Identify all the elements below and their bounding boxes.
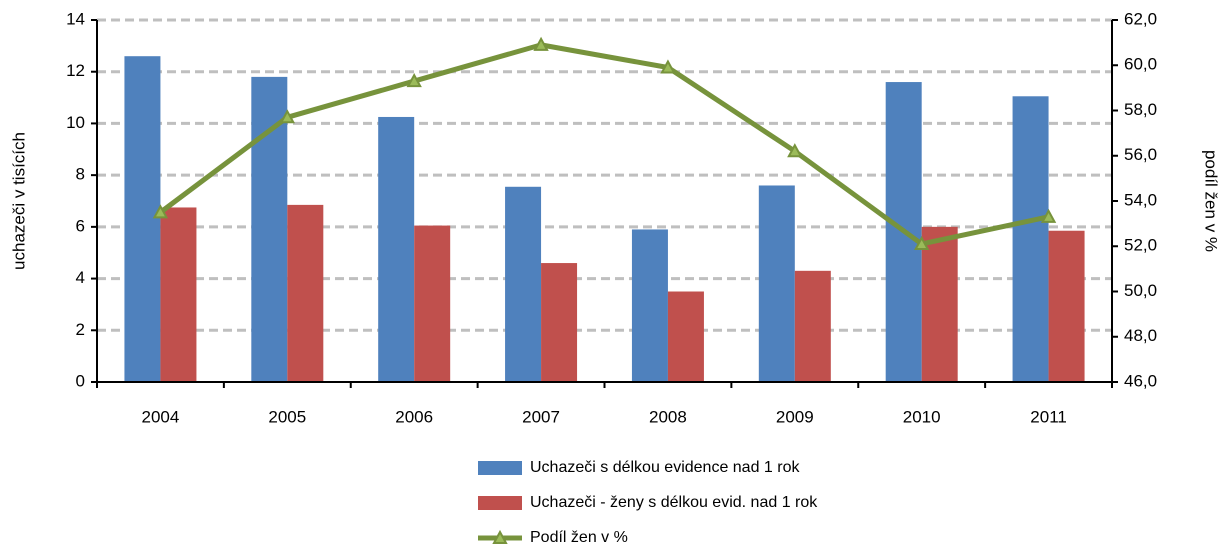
y2-tick-label: 62,0: [1124, 9, 1157, 28]
y2-axis-label: podíl žen v %: [1202, 150, 1221, 252]
bar: [541, 263, 578, 382]
y2-tick-label: 52,0: [1124, 236, 1157, 255]
y-tick-label: 10: [66, 113, 85, 132]
y2-tick-label: 48,0: [1124, 326, 1157, 345]
bar: [758, 185, 795, 382]
y-tick-label: 6: [76, 216, 85, 235]
bar: [667, 291, 704, 382]
legend-marker: [492, 529, 508, 544]
line-marker: [660, 59, 676, 74]
legend-label: Podíl žen v %: [530, 529, 628, 545]
y-tick-label: 8: [76, 165, 85, 184]
y2-tick-label: 60,0: [1124, 55, 1157, 74]
y-tick-label: 0: [76, 371, 85, 390]
legend-swatch: [478, 496, 522, 510]
bar: [794, 270, 831, 382]
line-series: [158, 42, 1050, 247]
bar: [378, 116, 415, 382]
y-tick-label: 2: [76, 320, 85, 339]
x-tick-label: 2010: [903, 407, 941, 426]
bar: [505, 186, 542, 382]
y-axis-label: uchazeči v tisících: [9, 132, 28, 270]
bar: [124, 56, 161, 382]
line-marker: [1040, 208, 1057, 223]
line-marker: [914, 235, 930, 250]
legend-label: Uchazeči - ženy s délkou evid. nad 1 rok: [530, 494, 818, 511]
line-marker: [533, 36, 549, 51]
bar: [414, 225, 451, 382]
bar: [1048, 230, 1085, 382]
bar: [631, 229, 668, 382]
line-marker: [406, 72, 422, 88]
y-tick-label: 4: [76, 268, 85, 287]
line-marker: [787, 143, 803, 158]
y-tick-label: 14: [66, 9, 85, 28]
bar: [1012, 96, 1049, 383]
y2-tick-label: 50,0: [1124, 281, 1157, 300]
x-tick-label: 2009: [776, 407, 814, 426]
line-marker: [279, 109, 295, 124]
y-tick-label: 12: [66, 61, 85, 80]
legend-label: Uchazeči s délkou evidence nad 1 rok: [530, 459, 800, 476]
bar: [921, 226, 958, 382]
x-tick-label: 2005: [268, 407, 306, 426]
x-tick-label: 2004: [142, 407, 180, 426]
bar: [160, 207, 197, 382]
bar: [287, 204, 324, 382]
x-tick-label: 2008: [649, 407, 687, 426]
y2-tick-label: 46,0: [1124, 371, 1157, 390]
y2-tick-label: 54,0: [1124, 190, 1157, 209]
legend-swatch: [478, 461, 522, 475]
y2-tick-label: 58,0: [1124, 100, 1157, 119]
y2-tick-label: 56,0: [1124, 145, 1157, 164]
x-tick-label: 2011: [1030, 407, 1067, 426]
x-tick-label: 2006: [395, 407, 433, 426]
x-tick-label: 2007: [522, 407, 560, 426]
line-marker: [152, 204, 169, 219]
